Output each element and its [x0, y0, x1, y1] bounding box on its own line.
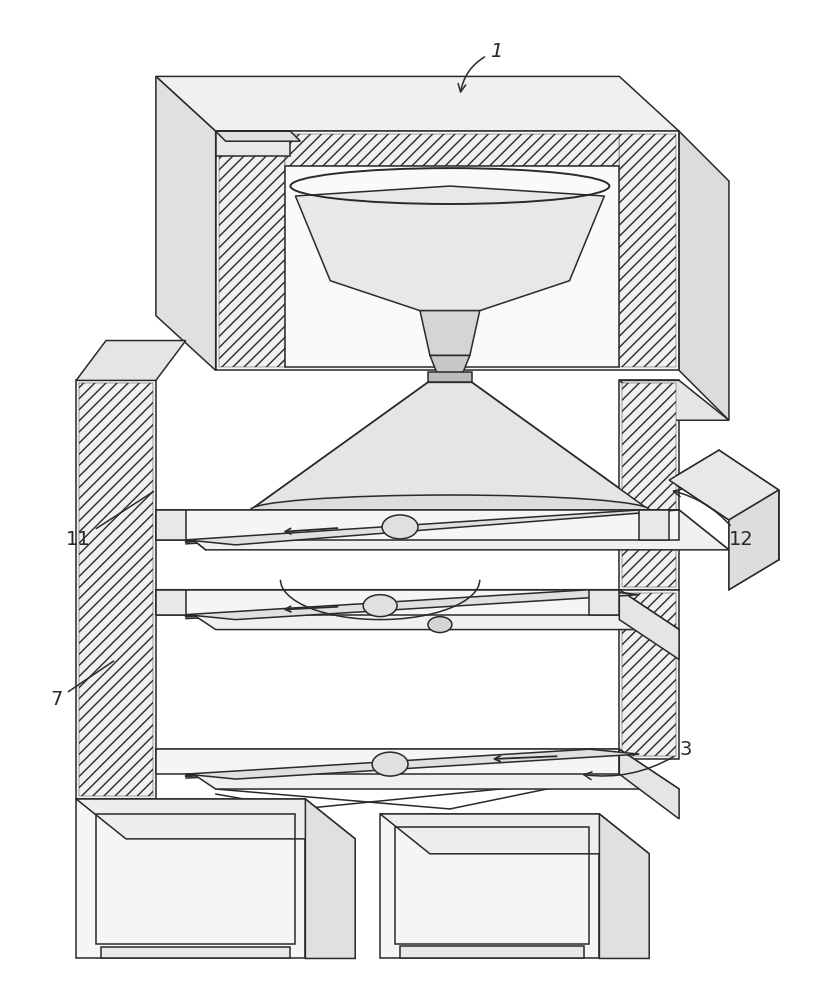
Polygon shape [186, 510, 679, 545]
Polygon shape [619, 590, 679, 759]
Polygon shape [216, 131, 679, 370]
Polygon shape [619, 380, 679, 590]
Polygon shape [589, 590, 619, 615]
Polygon shape [216, 131, 290, 156]
Ellipse shape [382, 515, 418, 539]
Polygon shape [101, 947, 290, 958]
Polygon shape [79, 383, 153, 796]
Polygon shape [76, 799, 355, 839]
Polygon shape [400, 946, 584, 958]
Polygon shape [156, 590, 186, 615]
Polygon shape [285, 166, 619, 367]
Polygon shape [669, 450, 779, 520]
Polygon shape [679, 131, 729, 420]
Ellipse shape [428, 617, 452, 633]
Polygon shape [599, 814, 649, 958]
Polygon shape [729, 490, 779, 590]
Text: 1: 1 [458, 42, 502, 92]
Polygon shape [420, 311, 479, 355]
Polygon shape [305, 799, 355, 958]
Polygon shape [76, 799, 305, 958]
Polygon shape [156, 76, 679, 131]
Ellipse shape [251, 495, 649, 525]
Polygon shape [156, 590, 619, 615]
Polygon shape [639, 510, 669, 540]
Polygon shape [76, 341, 186, 380]
Ellipse shape [372, 752, 408, 776]
Polygon shape [156, 510, 679, 540]
Polygon shape [156, 749, 619, 774]
Polygon shape [156, 510, 729, 550]
Text: 3: 3 [584, 740, 691, 780]
Polygon shape [295, 186, 604, 311]
Polygon shape [216, 131, 300, 141]
Polygon shape [380, 814, 599, 958]
Polygon shape [622, 383, 676, 587]
Polygon shape [156, 749, 679, 789]
Ellipse shape [363, 595, 397, 617]
Text: 12: 12 [673, 489, 754, 549]
Polygon shape [619, 749, 679, 819]
Polygon shape [619, 590, 679, 659]
Polygon shape [380, 814, 649, 854]
Polygon shape [285, 134, 619, 166]
Polygon shape [156, 510, 186, 540]
Polygon shape [186, 590, 639, 620]
Polygon shape [622, 593, 676, 756]
Polygon shape [156, 76, 216, 370]
Text: 11: 11 [66, 492, 154, 549]
Polygon shape [430, 355, 470, 375]
Polygon shape [186, 749, 639, 779]
Polygon shape [156, 590, 679, 630]
Polygon shape [619, 380, 729, 420]
Polygon shape [619, 134, 676, 367]
Polygon shape [428, 372, 472, 382]
Polygon shape [251, 382, 649, 510]
Text: 7: 7 [51, 661, 114, 709]
Polygon shape [219, 134, 285, 367]
Polygon shape [76, 380, 156, 799]
